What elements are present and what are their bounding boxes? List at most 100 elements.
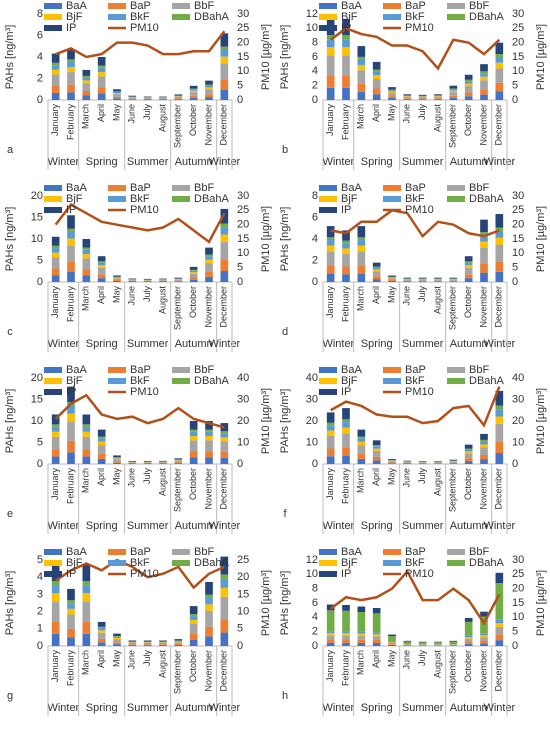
bar-segment xyxy=(326,635,335,640)
bar-segment xyxy=(357,441,366,446)
legend-label: BjF xyxy=(341,557,358,569)
bar-segment xyxy=(434,641,442,643)
season-label: Winter xyxy=(208,156,240,168)
bar-segment xyxy=(495,634,504,641)
bar-segment xyxy=(342,243,350,249)
legend-label: BkF xyxy=(130,193,150,205)
bar-segment xyxy=(159,98,167,99)
bar-segment xyxy=(480,73,488,77)
line xyxy=(330,209,500,239)
bar-segment xyxy=(342,55,350,76)
season-label: Spring xyxy=(361,520,393,532)
bar-segment xyxy=(128,278,137,280)
bar-segment xyxy=(449,459,458,461)
bar-segment xyxy=(326,642,335,646)
y2-tick-label: 5 xyxy=(237,262,243,274)
y-tick-label: 5 xyxy=(37,436,43,448)
bar-segment xyxy=(464,278,473,282)
x-tick-label: September xyxy=(173,286,183,330)
legend-label: BjF xyxy=(341,11,358,23)
bar-segment xyxy=(449,644,458,646)
x-tick-label: December xyxy=(494,104,504,146)
legend-swatch xyxy=(383,3,401,9)
x-tick-label: January xyxy=(325,468,335,501)
bar-segment xyxy=(128,641,137,643)
bar-segment xyxy=(189,436,198,441)
y2-tick-label: 25 xyxy=(237,204,249,216)
legend-swatch xyxy=(172,185,190,191)
bar-segment xyxy=(82,436,91,450)
bar-segment xyxy=(434,277,442,279)
y2-tick-label: 0 xyxy=(512,458,518,470)
legend-swatch xyxy=(172,367,190,373)
y2-tick-label: 20 xyxy=(237,37,249,49)
bar-segment xyxy=(143,462,152,464)
bar-segment xyxy=(357,240,366,246)
bar-segment xyxy=(495,261,504,272)
bar-segment xyxy=(189,85,198,89)
bar-segment xyxy=(189,616,198,621)
bar-segment xyxy=(159,642,167,643)
bar-segment xyxy=(97,93,106,100)
season-label: Autumn xyxy=(175,520,213,532)
x-tick-label: March xyxy=(356,468,366,493)
season-label: Summer xyxy=(127,520,169,532)
legend-swatch xyxy=(108,185,126,191)
bar-segment xyxy=(51,69,60,75)
y-tick-label: 10 xyxy=(31,233,43,245)
bar-segment xyxy=(97,267,106,275)
bar-segment xyxy=(82,269,91,276)
bar-segment xyxy=(159,460,167,462)
legend-label: DBahA xyxy=(194,11,230,23)
bar-segment xyxy=(495,244,504,262)
bar-segment xyxy=(388,463,396,464)
bar-segment xyxy=(342,47,350,56)
x-tick-label: October xyxy=(463,286,473,318)
bar-segment xyxy=(326,639,335,643)
bar-segment xyxy=(464,83,473,87)
bar-segment xyxy=(51,65,60,70)
y2-tick-label: 15 xyxy=(237,588,249,600)
bar-segment xyxy=(357,56,366,60)
legend-label: IP xyxy=(66,386,76,398)
bar-segment xyxy=(67,261,75,272)
legend-label: BaP xyxy=(405,364,426,376)
bar-segment xyxy=(495,82,504,92)
bar-segment xyxy=(326,273,335,282)
bar-segment xyxy=(449,281,458,282)
bar-segment xyxy=(480,64,488,72)
season-label: Autumn xyxy=(450,156,488,168)
bar-segment xyxy=(464,267,473,275)
legend-swatch xyxy=(44,367,62,373)
season-label: Autumn xyxy=(175,156,213,168)
bar-segment xyxy=(495,423,504,443)
bar-segment xyxy=(342,87,350,100)
bar-segment xyxy=(67,66,75,73)
y-tick-label: 0 xyxy=(37,640,43,652)
bar-segment xyxy=(220,457,229,464)
bar-segment xyxy=(449,461,458,463)
bar-segment xyxy=(67,637,75,646)
bar-segment xyxy=(82,449,91,457)
bar-segment xyxy=(220,433,229,438)
bar-segment xyxy=(143,280,152,282)
legend-swatch xyxy=(108,560,126,566)
bar-segment xyxy=(495,231,504,238)
bar-segment xyxy=(189,421,198,430)
x-tick-label: July xyxy=(417,104,427,121)
y2-axis-title: PM10 [µg/m³] xyxy=(535,24,547,90)
legend-swatch xyxy=(383,549,401,555)
y-tick-label: 10 xyxy=(31,415,43,427)
bar-segment xyxy=(464,637,473,639)
x-tick-label: November xyxy=(203,650,213,692)
y-tick-label: 0 xyxy=(37,276,43,288)
bar-segment xyxy=(205,254,213,257)
bar-segment xyxy=(113,642,121,645)
bar-segment xyxy=(342,633,350,636)
x-tick-label: January xyxy=(325,104,335,137)
bar-segment xyxy=(82,424,91,427)
legend-label: DBahA xyxy=(194,557,230,569)
y-tick-label: 6 xyxy=(312,51,318,63)
bar-segment xyxy=(205,259,213,264)
bar-segment xyxy=(205,247,213,255)
